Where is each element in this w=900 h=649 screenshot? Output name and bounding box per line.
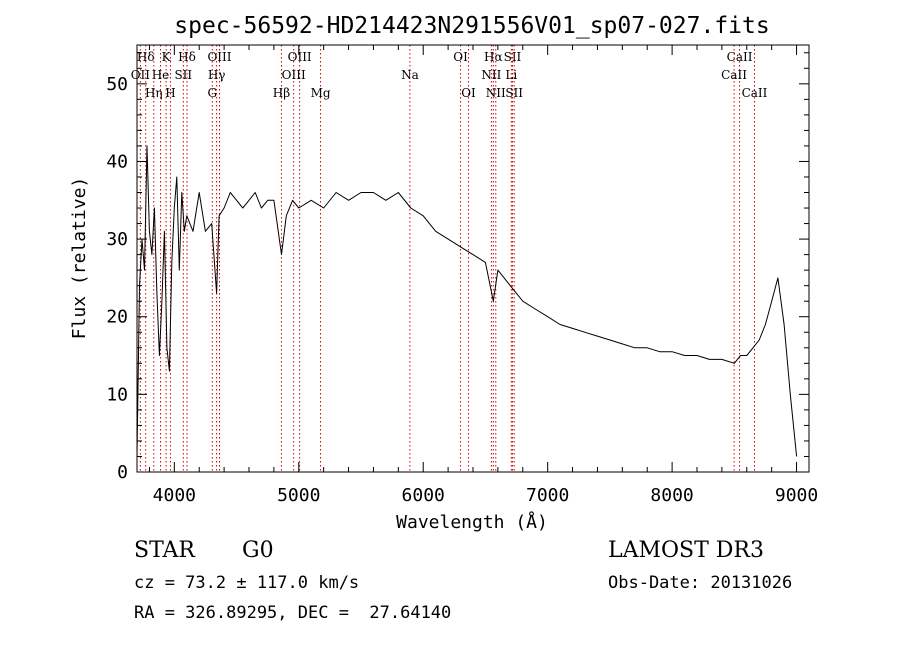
x-tick-label: 9000 <box>775 485 818 506</box>
spectral-line-label: Hδ <box>137 50 155 64</box>
x-tick-label: 8000 <box>650 485 693 506</box>
axis-ticks: 4000 5000 6000 7000 8000 9000 0 10 20 30 40 50 <box>106 45 818 506</box>
spectral-line-label: OIII <box>288 50 312 64</box>
spectral-line-label: He <box>152 68 170 82</box>
spectral-line-label: Hη <box>145 86 163 100</box>
x-tick-label: 7000 <box>526 485 569 506</box>
chart-title: spec-56592-HD214423N291556V01_sp07-027.f… <box>174 13 769 39</box>
y-tick-label: 30 <box>106 229 128 250</box>
spectral-line-label: OIII <box>282 68 306 82</box>
spectrum-plot: spec-56592-HD214423N291556V01_sp07-027.f… <box>69 13 818 533</box>
x-tick-label: 6000 <box>402 485 445 506</box>
y-tick-label: 20 <box>106 307 128 328</box>
y-tick-label: 40 <box>106 151 128 172</box>
spectral-line-label: Hβ <box>273 86 290 100</box>
y-tick-label: 50 <box>106 74 128 95</box>
spectral-line-label: CaII <box>742 86 768 100</box>
spectral-line-label: OI <box>461 86 476 100</box>
x-axis-label: Wavelength (Å) <box>396 511 548 533</box>
spectral-line-label: Hγ <box>208 68 226 82</box>
y-tick-label: 10 <box>106 384 128 405</box>
y-axis-label: Flux (relative) <box>69 177 90 340</box>
object-class: STAR <box>134 538 195 563</box>
spectral-line-label: CaII <box>721 68 747 82</box>
spectral-line-label: SII <box>505 86 523 100</box>
coordinates-readout: RA = 326.89295, DEC = 27.64140 <box>134 603 452 623</box>
spectral-line-label: H <box>165 86 175 100</box>
spectral-line-label: OI <box>453 50 468 64</box>
spectral-line-label: Na <box>401 68 419 82</box>
plot-frame <box>136 44 810 473</box>
spectral-line-label: G <box>207 86 217 100</box>
spectral-line-label: NII <box>481 68 501 82</box>
spectral-line-label: Hδ <box>178 50 196 64</box>
spectral-line-label: CaII <box>727 50 753 64</box>
survey-name: LAMOST DR3 <box>608 538 764 563</box>
spectral-line-label: NII <box>486 86 506 100</box>
spectral-line-label: OIII <box>207 50 231 64</box>
redshift-readout: cz = 73.2 ± 117.0 km/s <box>134 573 360 593</box>
spectral-line-label: SII <box>504 50 522 64</box>
y-tick-label: 0 <box>117 462 128 483</box>
spectral-line-label: Mg <box>311 86 331 100</box>
spectral-line-label: K <box>162 50 172 64</box>
observation-date: Obs-Date: 20131026 <box>608 573 793 593</box>
x-tick-label: 5000 <box>277 485 320 506</box>
x-tick-label: 4000 <box>153 485 196 506</box>
spectrum-line <box>136 145 798 457</box>
spectral-line-label: Li <box>505 68 517 82</box>
spectral-line-label: OII <box>131 68 151 82</box>
spectral-line-label: Hα <box>484 50 503 64</box>
spectrum-series <box>136 145 798 457</box>
spectral-subclass: G0 <box>242 538 274 563</box>
spectral-line-label: SII <box>174 68 192 82</box>
